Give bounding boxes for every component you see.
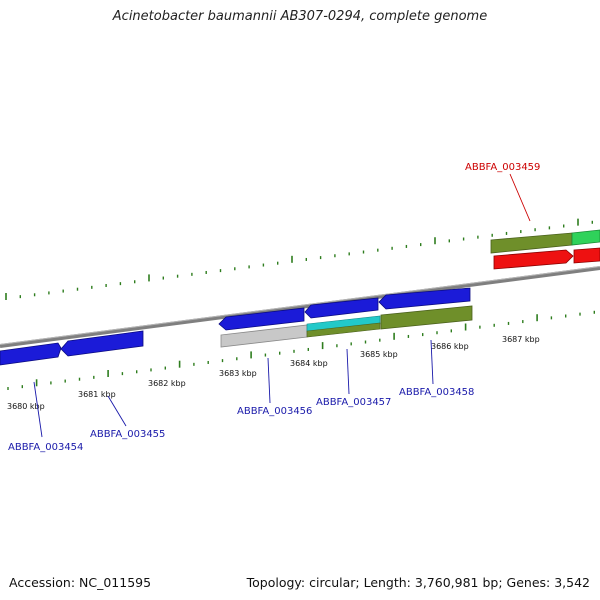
- gene-arrow-ABBFA_003458[interactable]: [378, 287, 471, 310]
- lower-tick-track: [7, 310, 595, 390]
- gene-label-ABBFA_003455[interactable]: ABBFA_003455: [90, 429, 165, 440]
- kbp-label-3682: 3682 kbp: [148, 379, 186, 388]
- kbp-label-3684: 3684 kbp: [290, 359, 328, 368]
- genome-backbone: [0, 266, 600, 348]
- gene-label-ABBFA_003457[interactable]: ABBFA_003457: [316, 397, 391, 408]
- kbp-label-3680: 3680 kbp: [7, 402, 45, 411]
- gene-label-ABBFA_003456[interactable]: ABBFA_003456: [237, 406, 312, 417]
- gene-arrow-ABBFA_003459[interactable]: [493, 249, 574, 270]
- map-title: Acinetobacter baumannii AB307-0294, comp…: [112, 9, 488, 24]
- gene-label-ABBFA_003459[interactable]: ABBFA_003459: [465, 162, 540, 173]
- gene-arrow-ABBFA_003455[interactable]: [60, 330, 144, 357]
- feature-bar-olive-b[interactable]: [380, 305, 473, 330]
- genome-summary-text: Topology: circular; Length: 3,760,981 bp…: [246, 575, 590, 590]
- kbp-label-3686: 3686 kbp: [431, 342, 469, 351]
- gene-arrow-ABBFA_003456[interactable]: [218, 307, 305, 331]
- kbp-label-3681: 3681 kbp: [78, 390, 116, 399]
- kbp-label-3683: 3683 kbp: [219, 369, 257, 378]
- upper-tick-track: [5, 218, 593, 300]
- gene-arrow-ABBFA_003457[interactable]: [304, 297, 379, 319]
- feature-bar-olive-c[interactable]: [490, 232, 573, 254]
- highlight-leader-line: [509, 173, 531, 222]
- kbp-label-3685: 3685 kbp: [360, 350, 398, 359]
- gene-leader-lines: [33, 339, 434, 438]
- gene-arrow-ABBFA_003454[interactable]: [0, 342, 62, 366]
- gene-label-ABBFA_003458[interactable]: ABBFA_003458: [399, 387, 474, 398]
- accession-text: Accession: NC_011595: [9, 575, 152, 590]
- gene-label-ABBFA_003454[interactable]: ABBFA_003454: [8, 442, 83, 453]
- feature-bar-green[interactable]: [571, 229, 600, 246]
- gene-arrow-next-red[interactable]: [573, 247, 600, 264]
- kbp-label-3687: 3687 kbp: [502, 335, 540, 344]
- feature-bar-olive-a[interactable]: [306, 322, 381, 338]
